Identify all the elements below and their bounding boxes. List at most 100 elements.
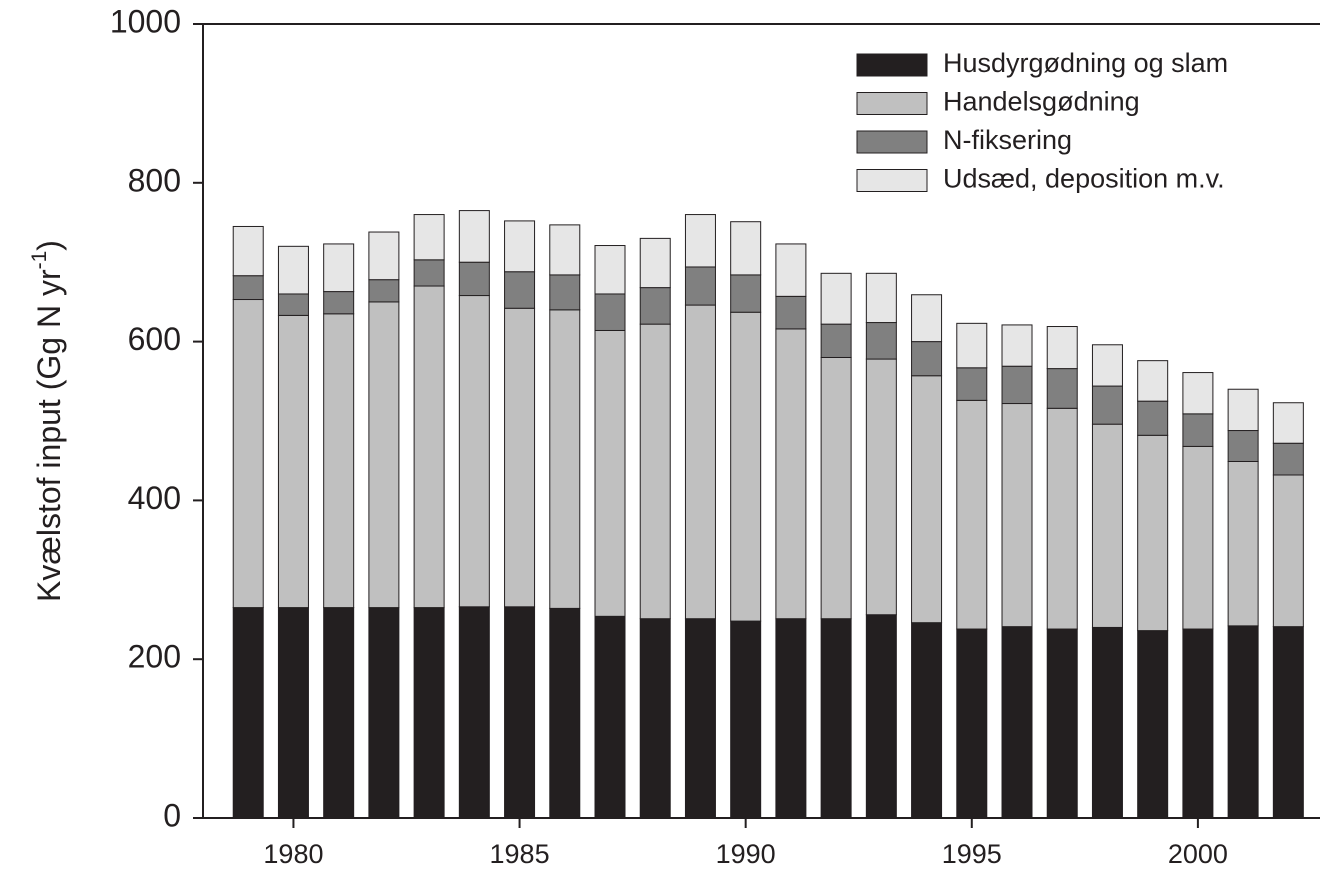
bar-segment	[549, 607, 581, 819]
legend-swatch	[856, 130, 928, 154]
bar-segment	[232, 275, 264, 301]
bar-segment	[594, 293, 626, 331]
bar-segment	[504, 606, 536, 819]
bar-segment	[504, 307, 536, 608]
bar-segment	[1227, 388, 1259, 432]
y-tick-label: 200	[128, 639, 181, 675]
bar-segment	[911, 294, 943, 343]
bar-segment	[865, 322, 897, 360]
bar-segment	[639, 287, 671, 325]
bar-segment	[865, 614, 897, 819]
bar-segment	[1272, 402, 1304, 444]
bar-segment	[1137, 434, 1169, 632]
bar-segment	[639, 237, 671, 289]
bar-segment	[368, 607, 400, 819]
x-tick-label: 1985	[490, 839, 550, 869]
bar-segment	[1137, 630, 1169, 819]
legend-swatch	[856, 92, 928, 115]
bar-segment	[820, 618, 852, 819]
bar-segment	[549, 224, 581, 276]
bar-segment	[232, 299, 264, 609]
bar-segment	[1046, 407, 1078, 630]
bar-segment	[1227, 430, 1259, 462]
bar-segment	[413, 214, 445, 261]
bar-segment	[775, 243, 807, 297]
legend-label: N-fiksering	[943, 125, 1072, 155]
legend-label: Handelsgødning	[943, 87, 1140, 117]
bar-segment	[639, 618, 671, 819]
bar-segment	[323, 291, 355, 315]
bar-segment	[1091, 344, 1123, 387]
bar-segment	[1272, 474, 1304, 628]
bar-segment	[911, 341, 943, 377]
bar-segment	[1001, 365, 1033, 405]
y-label-sup: -1	[28, 251, 51, 270]
bar-segment	[1046, 368, 1078, 409]
bar-segment	[684, 618, 716, 819]
bar-segment	[1182, 413, 1214, 447]
bar-segment	[323, 243, 355, 293]
bar-segment	[549, 274, 581, 311]
bar-segment	[1182, 628, 1214, 819]
legend-swatch	[856, 53, 928, 77]
bar-segment	[1046, 628, 1078, 819]
bar-segment	[368, 301, 400, 609]
bar-segment	[775, 618, 807, 819]
bar-segment	[413, 607, 445, 819]
bar-segment	[1272, 442, 1304, 476]
bar-segment	[775, 328, 807, 620]
x-tick-label: 1990	[716, 839, 776, 869]
bar-segment	[458, 606, 490, 819]
bar-segment	[730, 620, 762, 819]
bar-segment	[820, 272, 852, 325]
bar-segment	[458, 210, 490, 263]
bar-segment	[368, 231, 400, 281]
bar-segment	[277, 293, 309, 316]
bar-segment	[956, 322, 988, 369]
bar-segment	[368, 279, 400, 303]
bar-segment	[730, 311, 762, 622]
y-tick-label: 400	[128, 480, 181, 516]
bar-segment	[504, 220, 536, 273]
y-axis-label: Kvælstof input (Gg N yr-1)	[28, 240, 68, 602]
bar-segment	[323, 313, 355, 609]
bar-segment	[1001, 403, 1033, 628]
bar-segment	[1091, 423, 1123, 628]
bar-segment	[639, 323, 671, 620]
bar-segment	[1137, 360, 1169, 402]
bar-segment	[684, 304, 716, 620]
bar-segment	[549, 309, 581, 609]
bar-segment	[911, 375, 943, 624]
bar-segment	[1182, 372, 1214, 415]
bar-segment	[1182, 445, 1214, 630]
bar-segment	[504, 271, 536, 309]
bar-segment	[1001, 626, 1033, 819]
bar-segment	[594, 329, 626, 617]
legend-label: Husdyrgødning og slam	[943, 48, 1228, 78]
y-tick-label: 600	[128, 321, 181, 357]
bar-segment	[458, 261, 490, 297]
bar-segment	[956, 399, 988, 630]
bar-segment	[277, 607, 309, 819]
x-tick-label: 2000	[1168, 839, 1228, 869]
bar-segment	[684, 214, 716, 268]
y-tick-label: 0	[163, 797, 181, 833]
bar-segment	[594, 245, 626, 295]
bar-segment	[730, 221, 762, 276]
bar-segment	[1272, 626, 1304, 819]
bar-segment	[775, 295, 807, 330]
bar-segment	[1227, 460, 1259, 627]
bar-segment	[1227, 625, 1259, 819]
x-tick-label: 1980	[263, 839, 323, 869]
bar-segment	[413, 285, 445, 609]
bar-segment	[1046, 326, 1078, 370]
bar-segment	[323, 607, 355, 819]
legend-label: Udsæd, deposition m.v.	[943, 164, 1225, 194]
legend-swatch	[856, 169, 928, 192]
y-tick-label: 1000	[110, 3, 181, 39]
bar-segment	[911, 622, 943, 819]
y-label-text: Kvælstof input (Gg N yr	[31, 269, 67, 602]
bar-segment	[956, 628, 988, 819]
x-tick-label: 1995	[942, 839, 1002, 869]
